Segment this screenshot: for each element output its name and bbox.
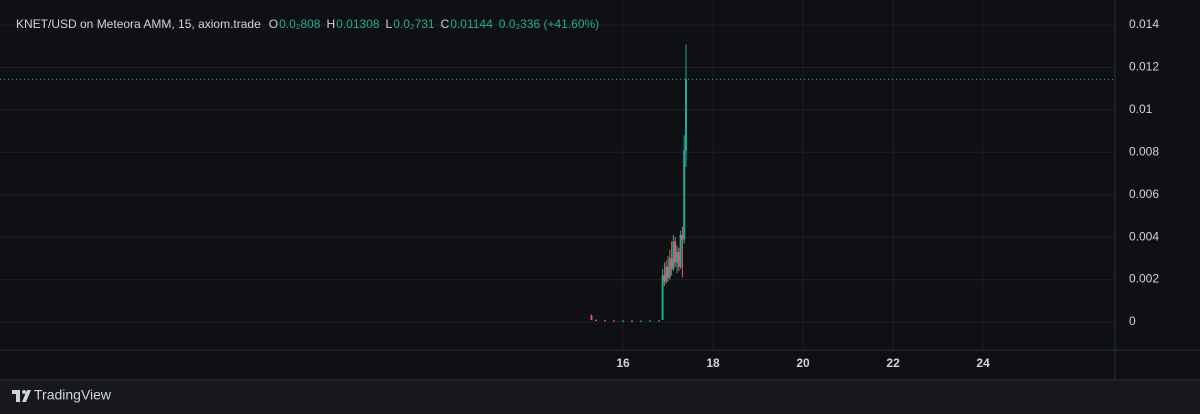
candle-body [681, 235, 684, 240]
candle-body [640, 320, 643, 322]
legend-change: 0.0₂336 (+41.60%) [499, 17, 599, 31]
y-tick-label: 0.006 [1129, 187, 1159, 201]
y-tick-label: 0.008 [1129, 144, 1159, 158]
legend-label: C [441, 17, 450, 31]
logo [12, 390, 31, 402]
x-tick-label: 18 [706, 356, 720, 370]
plot-area [0, 0, 1115, 350]
y-tick-label: 0.014 [1129, 17, 1159, 31]
legend-label: H [326, 17, 335, 31]
candle-body [683, 150, 686, 240]
candle-body [649, 320, 652, 322]
candle-body [665, 266, 668, 282]
legend-value: 0.01308 [336, 17, 380, 31]
candle-body [676, 252, 679, 263]
candle-body [612, 320, 615, 322]
candle-body [677, 252, 680, 267]
y-tick-label: 0.012 [1129, 60, 1159, 74]
candle-body [667, 266, 670, 278]
x-tick-label: 22 [886, 356, 900, 370]
y-tick-label: 0 [1129, 314, 1136, 328]
candle-body [668, 258, 671, 278]
candle-body [594, 319, 597, 321]
legend-value: 0.0₂731 [393, 17, 435, 31]
footer-bar [0, 380, 1200, 414]
branding[interactable]: TradingView [12, 387, 112, 403]
candle-body [621, 320, 624, 322]
x-tick-label: 20 [796, 356, 810, 370]
candle-body [670, 258, 673, 269]
legend-label: O [269, 17, 278, 31]
x-tick-label: 16 [616, 356, 630, 370]
candle-body [630, 320, 633, 322]
candle-body [685, 79, 688, 151]
legend-value: 0.01144 [450, 17, 493, 31]
legend: KNET/USD on Meteora AMM, 15, axiom.trade… [16, 17, 599, 31]
candle-body [679, 235, 682, 267]
candle-body [658, 320, 661, 322]
brand-name: TradingView [34, 387, 112, 403]
legend-value: 0.0₂808 [279, 17, 321, 31]
candle-body [672, 241, 675, 269]
x-tick-label: 24 [976, 356, 990, 370]
chart-title: KNET/USD on Meteora AMM, 15, axiom.trade [16, 17, 261, 31]
candle-body [674, 241, 677, 263]
legend-label: L [386, 17, 393, 31]
candle-body [603, 320, 606, 322]
candle-body [590, 315, 593, 320]
candle-body [663, 275, 666, 282]
y-tick-label: 0.01 [1129, 102, 1153, 116]
y-tick-label: 0.004 [1129, 229, 1159, 243]
candle-body [661, 275, 664, 320]
y-tick-label: 0.002 [1129, 272, 1159, 286]
